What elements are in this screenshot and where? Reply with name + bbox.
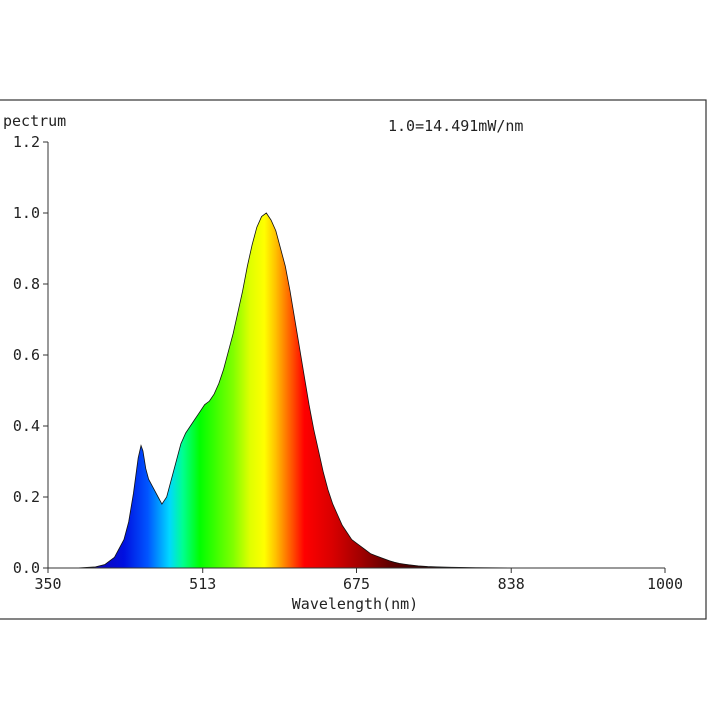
x-tick-label: 675 — [343, 575, 370, 593]
chart-frame — [0, 99, 707, 620]
y-tick-label: 0.8 — [13, 275, 40, 293]
x-tick-label: 513 — [189, 575, 216, 593]
y-tick-label: 1.2 — [13, 133, 40, 151]
y-tick-label: 0.4 — [13, 417, 40, 435]
x-tick-label: 1000 — [647, 575, 683, 593]
chart-title: pectrum — [3, 112, 66, 130]
y-tick-label: 1.0 — [13, 204, 40, 222]
spectrum-area — [48, 213, 665, 568]
power-annotation: 1.0=14.491mW/nm — [388, 117, 523, 135]
x-axis: 350 513 675 838 1000 — [34, 567, 683, 593]
y-axis: 0.0 0.2 0.4 0.6 0.8 1.0 1.2 — [13, 133, 49, 577]
y-tick-label: 0.2 — [13, 488, 40, 506]
plot-area — [48, 212, 665, 569]
x-tick-label: 838 — [498, 575, 525, 593]
y-tick-label: 0.6 — [13, 346, 40, 364]
spectrum-line — [48, 212, 665, 569]
x-tick-label: 350 — [34, 575, 61, 593]
x-axis-label: Wavelength(nm) — [292, 595, 418, 613]
y-tick-label: 0.0 — [13, 559, 40, 577]
